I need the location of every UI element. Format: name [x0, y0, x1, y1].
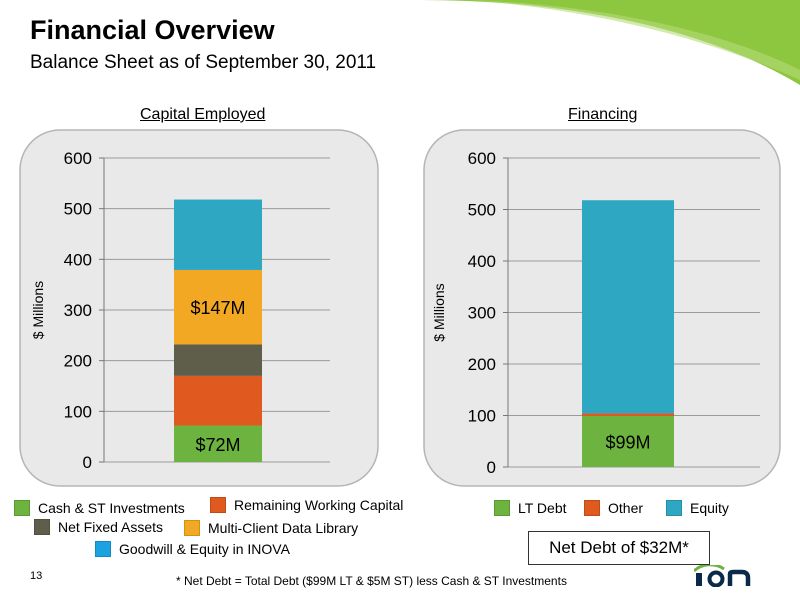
- bar-segment: [582, 416, 674, 467]
- legend-item-fixed-assets: Net Fixed Assets: [34, 519, 163, 535]
- y-tick-label: 400: [64, 250, 92, 269]
- bar-segment: [582, 200, 674, 414]
- capital-employed-title: Capital Employed: [140, 106, 266, 123]
- header-swoosh: [420, 0, 800, 85]
- legend-item-data-library: Multi-Client Data Library: [184, 520, 358, 536]
- legend-swatch: [95, 541, 111, 557]
- y-tick-label: 100: [468, 407, 496, 426]
- y-tick-label: 200: [64, 352, 92, 371]
- legend-swatch: [184, 520, 200, 536]
- legend-item-working-capital: Remaining Working Capital: [210, 497, 403, 513]
- bar-segment: [174, 425, 262, 462]
- bar-segment: [582, 413, 674, 417]
- bar-segment: [174, 375, 262, 426]
- capital-employed-chart: 0 100 200 300 400 500 600 $ Millions $72M $147M: [30, 149, 330, 472]
- legend-label: LT Debt: [518, 500, 567, 516]
- y-tick-label: 500: [64, 200, 92, 219]
- ion-logo: [694, 565, 751, 587]
- y-tick-label: 0: [83, 453, 92, 472]
- legend-label: Other: [608, 500, 644, 516]
- data-label: $72M: [195, 435, 240, 455]
- y-tick-label: 0: [487, 458, 496, 477]
- y-tick-label: 100: [64, 402, 92, 421]
- legend-label: Multi-Client Data Library: [208, 520, 359, 536]
- legend-label: Net Fixed Assets: [58, 519, 164, 535]
- legend-label: Cash & ST Investments: [38, 500, 185, 516]
- financing-chart: 0 100 200 300 400 500 600 $ Millions $99M: [431, 149, 760, 477]
- legend-item-equity: Equity: [666, 500, 729, 516]
- page-subtitle: Balance Sheet as of September 30, 2011: [30, 52, 377, 73]
- legend-swatch: [14, 500, 30, 516]
- page-number: 13: [30, 570, 43, 582]
- legend-item-goodwill: Goodwill & Equity in INOVA: [95, 541, 290, 557]
- legend-swatch: [34, 519, 50, 535]
- page-title: Financial Overview: [30, 15, 275, 45]
- y-tick-label: 300: [468, 304, 496, 323]
- legend-swatch: [666, 500, 682, 516]
- data-label: $99M: [605, 433, 650, 453]
- y-tick-label: 200: [468, 355, 496, 374]
- legend-label: Remaining Working Capital: [234, 497, 404, 513]
- y-tick-label: 500: [468, 201, 496, 220]
- y-tick-label: 400: [468, 252, 496, 271]
- financing-title: Financing: [568, 106, 638, 123]
- legend-label: Equity: [690, 500, 729, 516]
- bar-segment: [174, 269, 262, 345]
- y-tick-label: 600: [64, 149, 92, 168]
- legend-swatch: [584, 500, 600, 516]
- legend-item-lt-debt: LT Debt: [494, 500, 567, 516]
- net-debt-callout: Net Debt of $32M*: [528, 531, 710, 565]
- data-label: $147M: [190, 298, 245, 318]
- legend-item-cash: Cash & ST Investments: [14, 500, 185, 516]
- bar-segment: [174, 344, 262, 376]
- legend-item-other: Other: [584, 500, 643, 516]
- y-axis-label: $ Millions: [431, 283, 447, 341]
- legend-swatch: [210, 497, 226, 513]
- footnote: * Net Debt = Total Debt ($99M LT & $5M S…: [176, 574, 567, 588]
- y-tick-label: 300: [64, 301, 92, 320]
- y-axis-label: $ Millions: [30, 281, 46, 339]
- legend-label: Goodwill & Equity in INOVA: [119, 541, 290, 557]
- bar-segment: [174, 199, 262, 270]
- y-tick-label: 600: [468, 149, 496, 168]
- legend-swatch: [494, 500, 510, 516]
